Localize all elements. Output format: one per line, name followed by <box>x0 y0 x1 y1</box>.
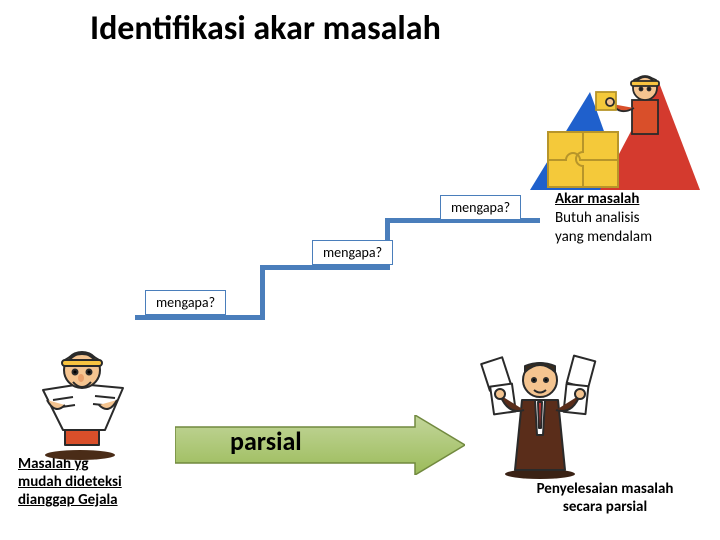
caption-right-top-bold: Akar masalah <box>555 190 639 208</box>
stair-seg-2 <box>260 265 390 270</box>
stair-seg-0 <box>135 315 265 320</box>
caption-right-bot: Penyelesaian masalah secara parsial <box>510 480 700 516</box>
caption-left-l2: mudah dideteksi <box>18 473 122 491</box>
caption-right-top-l3: yang mendalam <box>555 228 652 246</box>
caption-right-top: Akar masalah Butuh analisis yang mendala… <box>555 190 715 246</box>
slide-title: Identifikasi akar masalah <box>90 8 441 49</box>
arrow-label: parsial <box>230 425 302 457</box>
stair-seg-1 <box>260 265 265 320</box>
caption-left: Masalah yg mudah dideteksi dianggap Geja… <box>18 455 168 509</box>
caption-left-l3: dianggap Gejala <box>18 491 118 509</box>
caption-right-bot-l2: secara parsial <box>563 498 647 516</box>
label-mengapa-2: mengapa? <box>312 240 393 265</box>
clipart-puzzle-top <box>530 62 700 192</box>
clipart-worker-left <box>25 330 145 460</box>
clipart-worker-right <box>480 340 600 480</box>
caption-right-top-l2: Butuh analisis <box>555 209 640 227</box>
caption-right-bot-l1: Penyelesaian masalah <box>537 480 674 498</box>
label-mengapa-3: mengapa? <box>440 195 521 220</box>
arrow-parsial <box>175 415 465 475</box>
label-mengapa-1: mengapa? <box>145 290 226 315</box>
